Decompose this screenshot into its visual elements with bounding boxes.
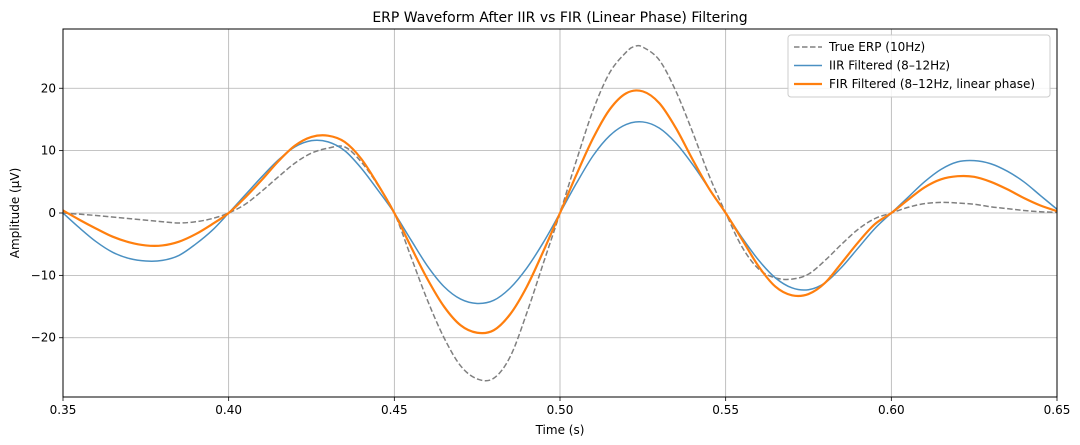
- x-tick-label: 0.35: [50, 403, 77, 417]
- legend-box: [787, 34, 1051, 98]
- y-axis: −20 −10 0 10 20: [31, 81, 63, 345]
- y-tick-label: 0: [48, 206, 56, 220]
- x-tick-label: 0.65: [1044, 403, 1071, 417]
- chart-title: ERP Waveform After IIR vs FIR (Linear Ph…: [372, 10, 747, 26]
- y-tick-label: 20: [41, 81, 56, 95]
- legend: True ERP (10Hz) IIR Filtered (8–12Hz) FIR …: [787, 34, 1051, 98]
- y-axis-label: Amplitude (μV): [8, 168, 22, 259]
- x-tick-label: 0.50: [547, 403, 574, 417]
- legend-label-0: True ERP (10Hz): [828, 40, 925, 54]
- x-tick-label: 0.40: [215, 403, 242, 417]
- x-axis: 0.35 0.40 0.45 0.50 0.55 0.60 0.65: [50, 397, 1071, 417]
- y-tick-label: −10: [31, 268, 56, 282]
- series-line-2: [63, 89, 1057, 335]
- x-tick-label: 0.45: [381, 403, 408, 417]
- legend-label-2: FIR Filtered (8–12Hz, linear phase): [829, 77, 1035, 91]
- series-line-0: [63, 44, 1057, 382]
- x-axis-label: Time (s): [535, 423, 585, 437]
- x-tick-label: 0.60: [878, 403, 905, 417]
- x-tick-label: 0.55: [712, 403, 739, 417]
- plot-area: [63, 44, 1057, 382]
- legend-label-1: IIR Filtered (8–12Hz): [829, 59, 950, 73]
- y-tick-label: −20: [31, 331, 56, 345]
- y-tick-label: 10: [41, 144, 56, 158]
